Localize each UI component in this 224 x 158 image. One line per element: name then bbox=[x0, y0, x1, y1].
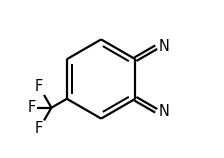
Text: N: N bbox=[159, 39, 170, 54]
Text: F: F bbox=[27, 100, 35, 115]
Text: F: F bbox=[35, 121, 43, 136]
Text: N: N bbox=[159, 104, 170, 119]
Text: F: F bbox=[35, 79, 43, 94]
